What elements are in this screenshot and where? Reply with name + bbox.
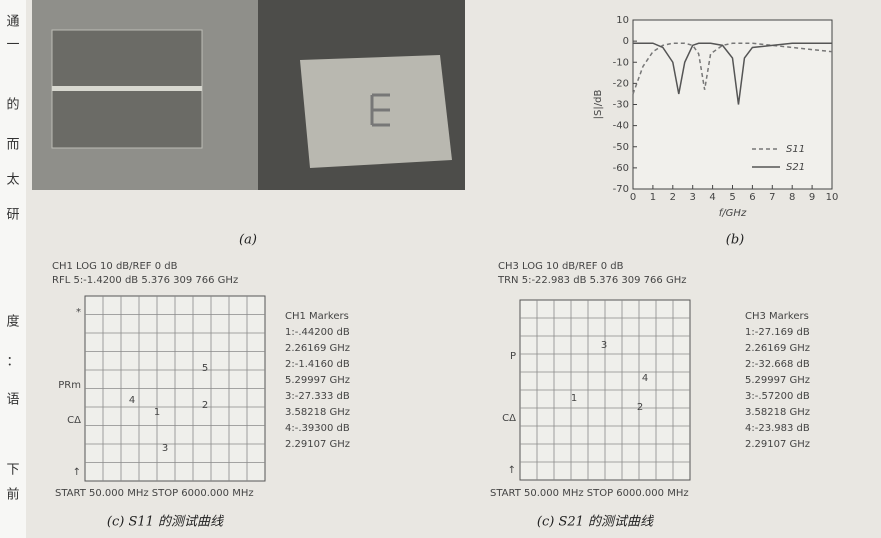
margin-char: 语 — [6, 393, 19, 408]
marker-line: 5.29997 GHz — [285, 375, 350, 386]
caption: (c) S11 的测试曲线 — [107, 515, 224, 530]
side-label: P — [510, 351, 516, 362]
y-tick-label: -40 — [613, 121, 629, 132]
marker-line: 5.29997 GHz — [745, 375, 810, 386]
side-label: ↑ — [508, 465, 516, 476]
x-tick-label: 6 — [749, 192, 755, 203]
header-line: CH3 LOG 10 dB/REF 0 dB — [498, 261, 624, 272]
marker-line: 4:-23.983 dB — [745, 423, 810, 434]
marker-line: 3:-.57200 dB — [745, 391, 810, 402]
side-label: PRm — [58, 380, 81, 391]
x-tick-label: 3 — [690, 192, 696, 203]
side-label: CΔ — [502, 413, 516, 424]
marker-line: 2:-32.668 dB — [745, 359, 810, 370]
margin-char: 前 — [6, 487, 19, 503]
x-tick-label: 4 — [709, 192, 715, 203]
caption: (c) S21 的测试曲线 — [537, 515, 654, 530]
x-axis-label: f/GHz — [719, 208, 747, 219]
side-label: ↑ — [73, 467, 81, 478]
header-line: CH1 LOG 10 dB/REF 0 dB — [52, 261, 178, 272]
margin-char: 下 — [6, 463, 19, 478]
marker-line: 1:-27.169 dB — [745, 327, 810, 338]
margin-char: ： — [6, 355, 19, 370]
marker-line: CH1 Markers — [285, 311, 349, 322]
trace-label: 3 — [601, 340, 607, 351]
trace-label: 3 — [162, 443, 168, 454]
y-tick-label: -60 — [613, 163, 629, 174]
x-tick-label: 8 — [789, 192, 795, 203]
marker-line: 2.29107 GHz — [745, 439, 810, 450]
margin-char: 度 — [6, 314, 19, 330]
trace-label: 5 — [202, 363, 208, 374]
marker-line: 2.26169 GHz — [745, 343, 810, 354]
marker-line: 3.58218 GHz — [285, 407, 350, 418]
legend-label: S21 — [786, 162, 805, 173]
margin-char: 太 — [6, 173, 19, 188]
marker-line: 3.58218 GHz — [745, 407, 810, 418]
y-tick-label: -70 — [613, 184, 629, 195]
legend-label: S11 — [786, 144, 805, 155]
margin-char: 一 — [6, 38, 19, 53]
caption: (b) — [726, 233, 744, 248]
marker-line: CH3 Markers — [745, 311, 809, 322]
x-tick-label: 2 — [670, 192, 676, 203]
marker-line: 2.26169 GHz — [285, 343, 350, 354]
x-tick-label: 10 — [826, 192, 839, 203]
trace-label: 4 — [642, 373, 648, 384]
marker-line: 4:-.39300 dB — [285, 423, 350, 434]
marker-line: 3:-27.333 dB — [285, 391, 350, 402]
x-tick-label: 7 — [769, 192, 775, 203]
y-axis-label: |S|/dB — [593, 90, 604, 120]
x-tick-label: 9 — [809, 192, 815, 203]
margin-char: 通 — [6, 15, 19, 30]
marker-line: 2.29107 GHz — [285, 439, 350, 450]
margin-char: 的 — [6, 97, 19, 113]
trace-label: 4 — [129, 395, 135, 406]
y-tick-label: -30 — [613, 100, 629, 111]
header-line: RFL 5:-1.4200 dB 5.376 309 766 GHz — [52, 275, 238, 286]
trace-label: 1 — [154, 407, 160, 418]
y-tick-label: -10 — [613, 57, 629, 68]
trace-label: 2 — [637, 402, 643, 413]
y-tick-label: -50 — [613, 142, 629, 153]
x-tick-label: 0 — [630, 192, 636, 203]
header-line: TRN 5:-22.983 dB 5.376 309 766 GHz — [497, 275, 686, 286]
margin-char: 而 — [6, 138, 19, 153]
side-label: CΔ — [67, 415, 81, 426]
photo — [32, 0, 465, 190]
y-tick-label: 10 — [616, 15, 629, 26]
marker-line: 1:-.44200 dB — [285, 327, 350, 338]
trace-label: 1 — [571, 393, 577, 404]
footer: START 50.000 MHz STOP 6000.000 MHz — [490, 488, 689, 499]
page: (a) 100-10-20-30-40-50-60-70012345678910… — [0, 0, 881, 538]
side-label: * — [76, 307, 81, 318]
y-tick-label: -20 — [613, 78, 629, 89]
y-tick-label: 0 — [623, 36, 629, 47]
trace-label: 2 — [202, 400, 208, 411]
marker-line: 2:-1.4160 dB — [285, 359, 350, 370]
x-tick-label: 1 — [650, 192, 656, 203]
margin-char: 研 — [6, 208, 19, 223]
x-tick-label: 5 — [729, 192, 735, 203]
caption: (a) — [239, 233, 257, 248]
footer: START 50.000 MHz STOP 6000.000 MHz — [55, 488, 254, 499]
margin — [0, 0, 26, 538]
